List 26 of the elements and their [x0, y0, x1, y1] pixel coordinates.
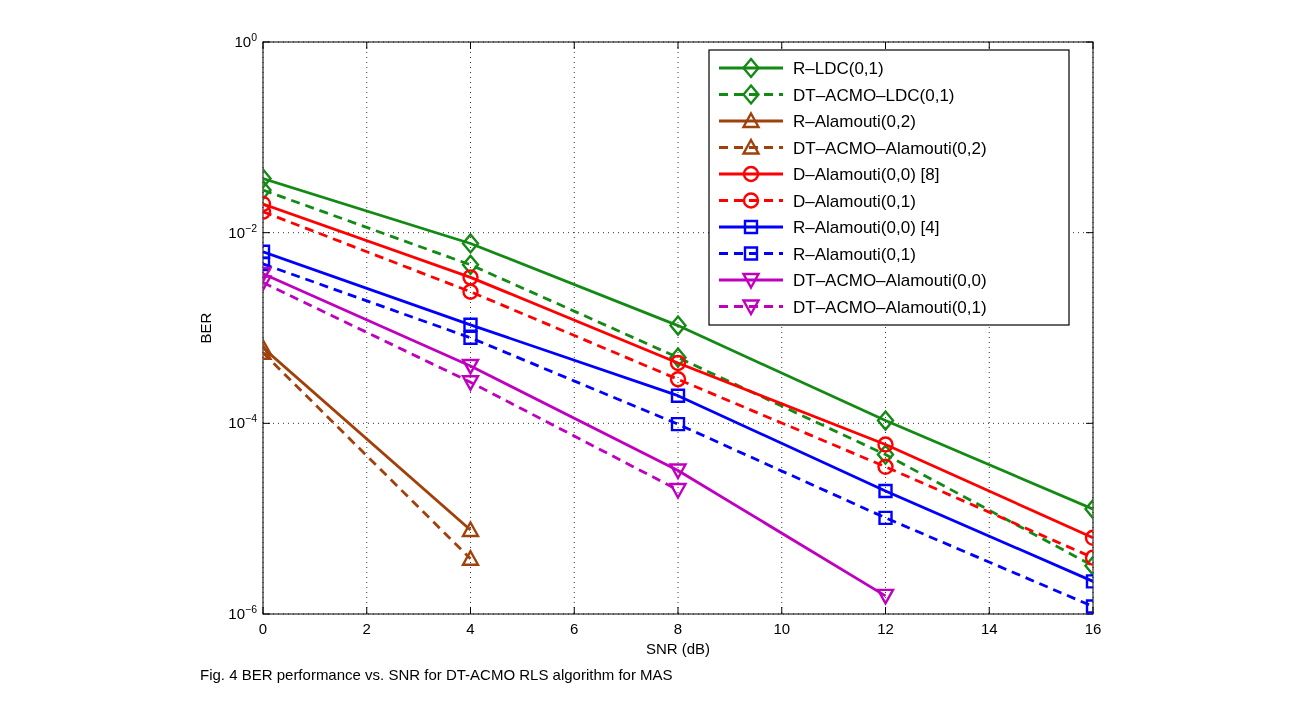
- legend-label: R–Alamouti(0,1): [793, 244, 916, 264]
- legend-label: DT–ACMO–Alamouti(0,1): [793, 297, 987, 317]
- legend-label: D–Alamouti(0,0) [8]: [793, 165, 940, 184]
- legend-label: R–Alamouti(0,2): [793, 112, 916, 131]
- y-tick-label: 10$^{0}$: [234, 31, 258, 50]
- x-tick-label: 4: [466, 620, 475, 637]
- x-tick-label: 10: [773, 620, 791, 637]
- legend-label: DT–ACMO–LDC(0,1): [793, 85, 955, 105]
- x-tick-label: 0: [258, 620, 268, 637]
- legend-label: R–Alamouti(0,0) [4]: [793, 218, 940, 237]
- x-tick-label: 6: [570, 620, 579, 637]
- x-tick-label: 8: [673, 620, 683, 637]
- x-tick-label: 12: [877, 620, 894, 637]
- x-axis-title: SNR (dB): [645, 640, 711, 657]
- y-tick-label: 10$^{−4}$: [228, 412, 258, 432]
- y-axis-title: BER: [197, 312, 214, 344]
- legend-label: D–Alamouti(0,1): [793, 191, 916, 211]
- x-tick-label: 2: [362, 620, 371, 637]
- legend-label: R–LDC(0,1): [793, 59, 884, 78]
- legend-label: DT–ACMO–Alamouti(0,2): [793, 138, 987, 158]
- y-tick-label: 10$^{−6}$: [228, 603, 258, 622]
- legend-label: DT–ACMO–Alamouti(0,0): [793, 271, 987, 290]
- caption: Fig. 4 BER performance vs. SNR for DT-ACMO RLS algorithm for MAS: [200, 666, 673, 683]
- x-tick-label: 14: [980, 620, 998, 637]
- x-tick-label: 16: [1084, 620, 1102, 637]
- y-tick-label: 10$^{−2}$: [228, 221, 258, 241]
